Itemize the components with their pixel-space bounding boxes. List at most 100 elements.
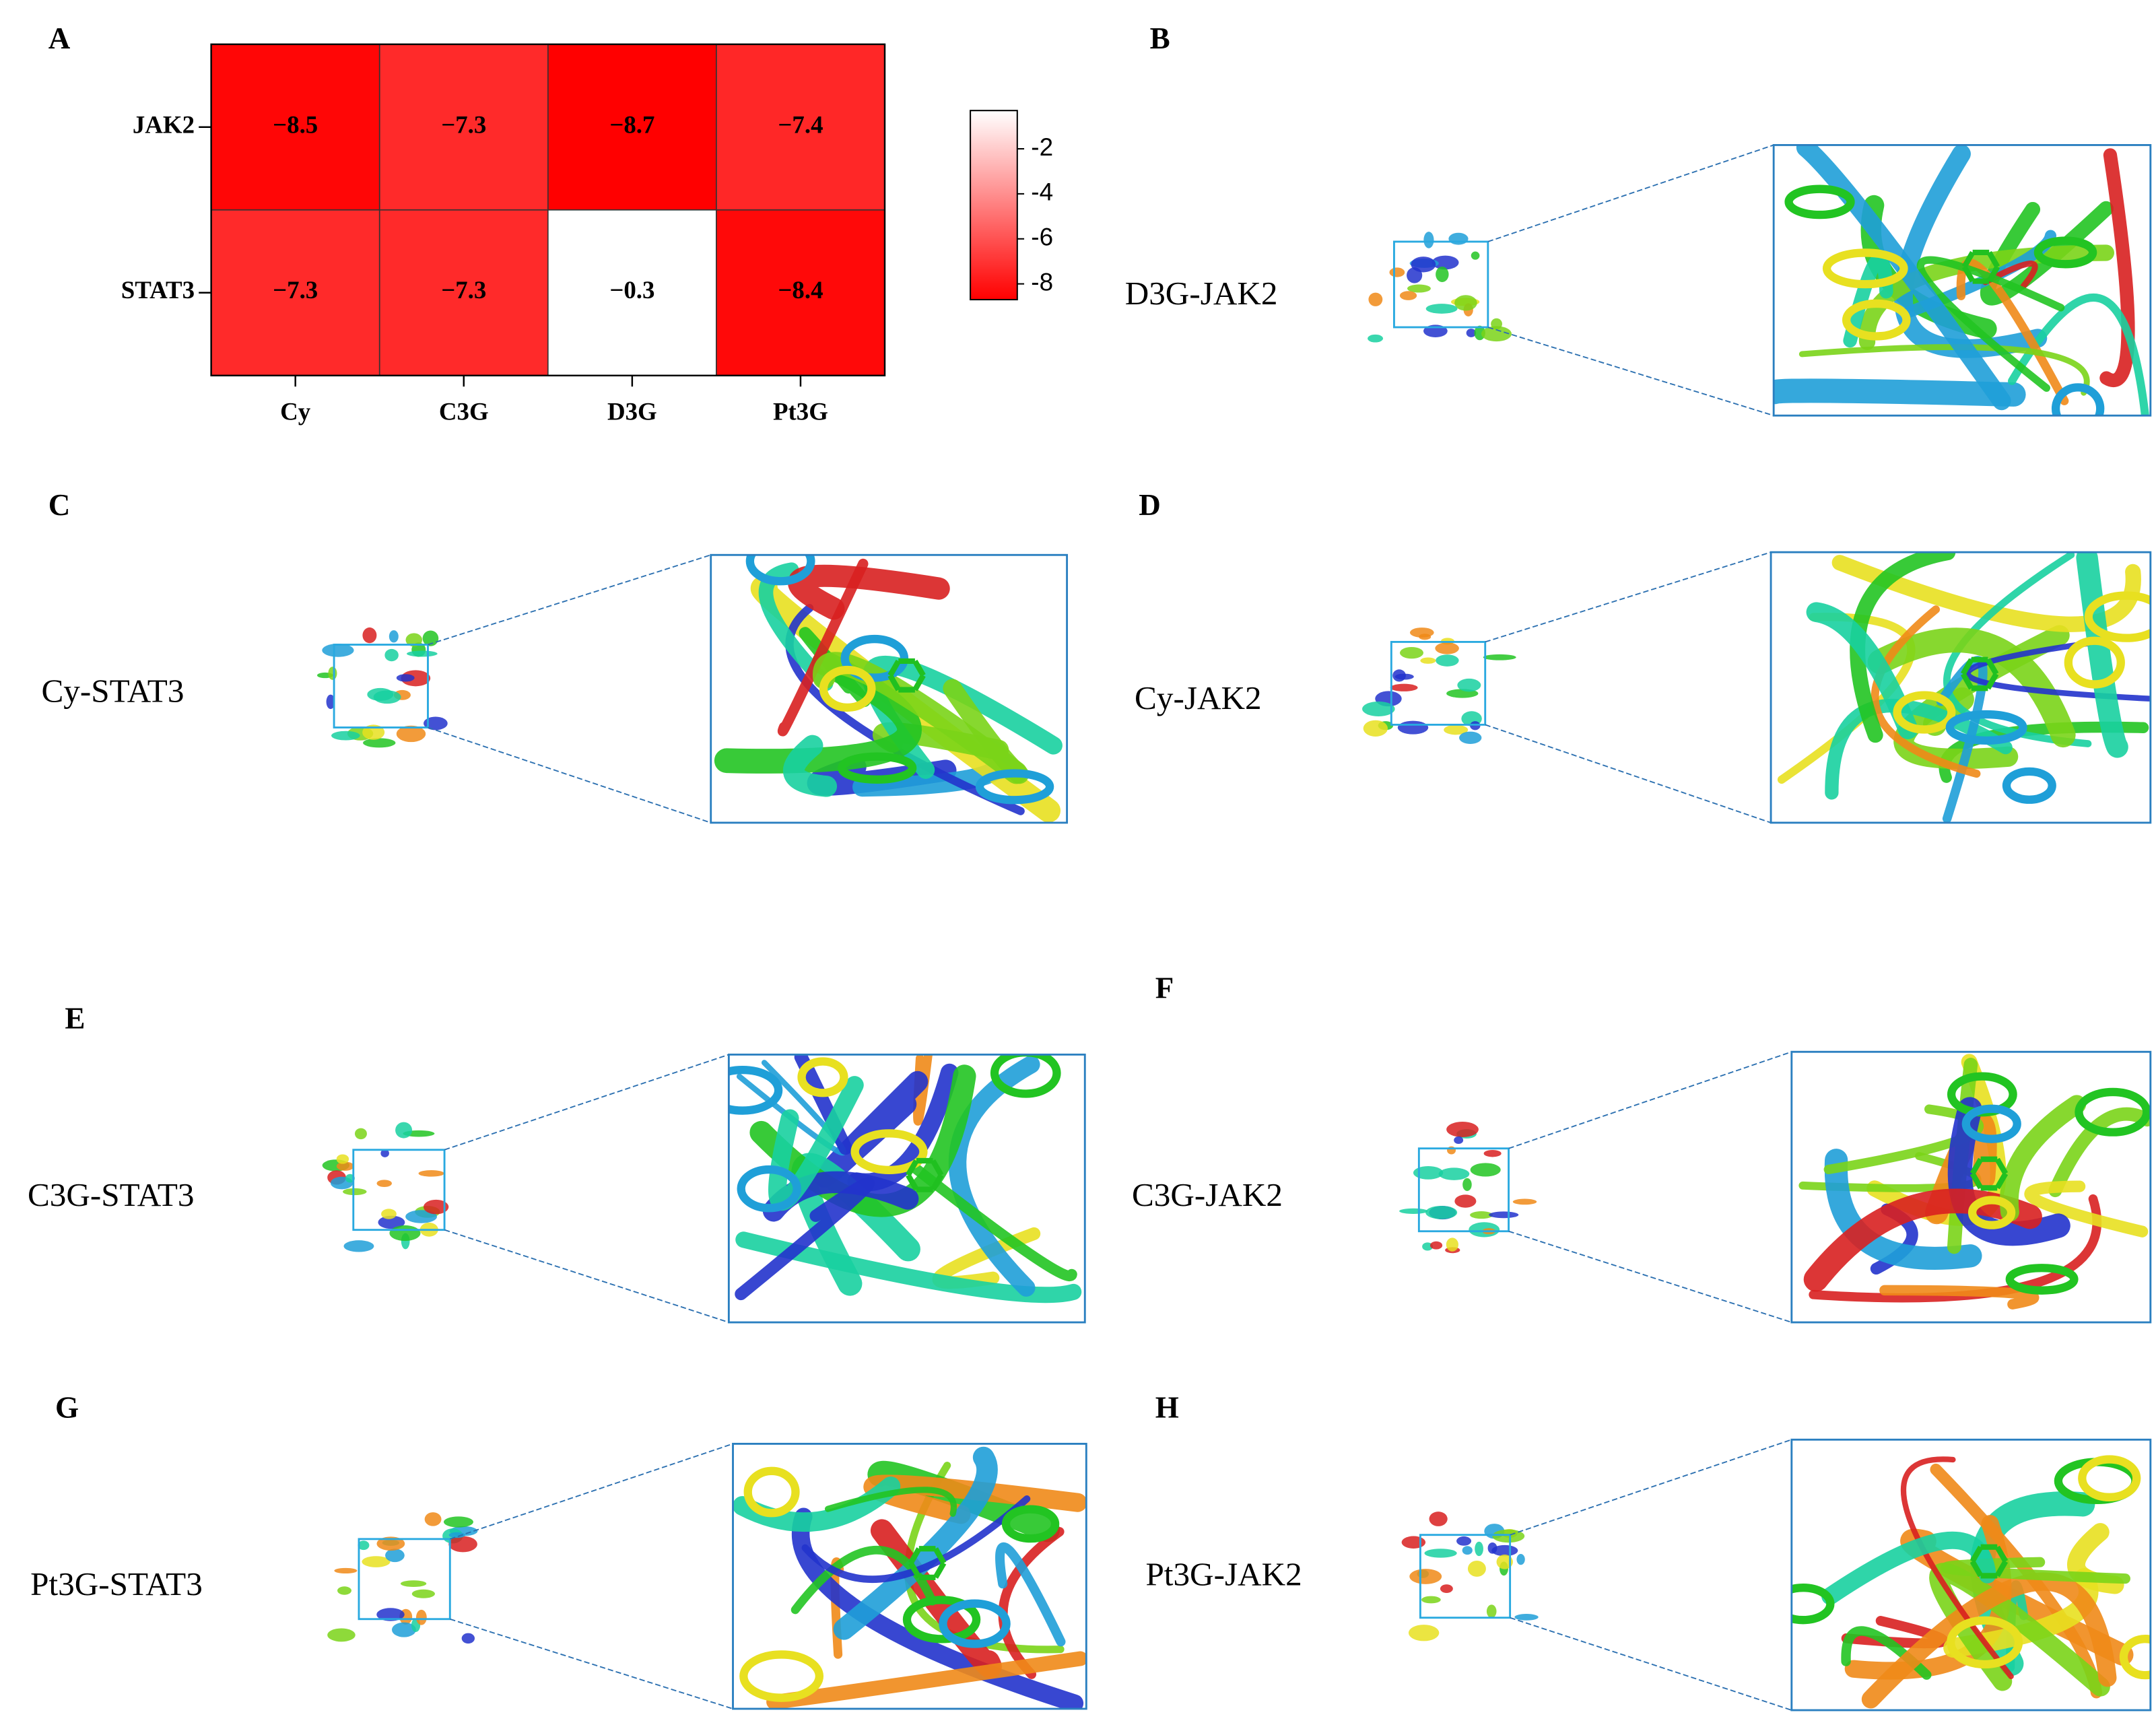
protein-ribbon — [1467, 1560, 1486, 1577]
protein-ribbon — [373, 690, 401, 704]
protein-ribbon — [1423, 232, 1434, 248]
helix — [2051, 383, 2105, 416]
panel-letter: C — [48, 488, 71, 522]
ribbon — [1850, 552, 1956, 743]
ligand-bond — [908, 1561, 922, 1579]
protein-ribbon — [1368, 292, 1383, 306]
protein-thumbnail — [1399, 1122, 1537, 1254]
protein-ribbon — [343, 1240, 374, 1252]
protein-ribbon — [415, 1609, 427, 1625]
zoom-line — [1487, 327, 1774, 417]
helix — [743, 1466, 800, 1518]
protein-ribbon — [1368, 334, 1384, 343]
protein-ribbon — [1408, 1625, 1440, 1641]
protein-ribbon — [1407, 284, 1431, 293]
cell-label: −0.3 — [609, 276, 654, 304]
helix — [2033, 236, 2097, 269]
protein-ribbon — [443, 1516, 473, 1528]
ligand-bond — [1985, 658, 1999, 676]
complex-name: C3G-STAT3 — [28, 1176, 194, 1213]
ribbon — [1803, 1188, 2042, 1292]
protein-ribbon — [322, 644, 354, 657]
helix — [1945, 710, 2027, 745]
protein-ribbon — [337, 1586, 351, 1595]
protein-ribbon — [1401, 1536, 1426, 1549]
ribbon — [1936, 656, 1988, 823]
protein-ribbon — [1466, 329, 1477, 337]
cell-label: −7.4 — [778, 110, 823, 138]
helix — [729, 1065, 783, 1115]
protein-ribbon — [1448, 232, 1469, 245]
protein-ribbon — [1389, 267, 1405, 277]
ribbon — [1798, 344, 2090, 396]
protein-ribbon — [1446, 1122, 1479, 1138]
ribbon — [2048, 1107, 2151, 1198]
ribbon — [2000, 1095, 2087, 1222]
heatmap-cell — [378, 209, 549, 376]
protein-ribbon — [423, 1199, 449, 1215]
helix — [902, 1596, 981, 1643]
ligand-bond — [1985, 672, 1999, 690]
protein-ribbon — [1444, 724, 1469, 735]
protein-ribbon — [362, 1556, 391, 1567]
ribbon — [1867, 627, 2076, 748]
protein-ribbon — [1431, 255, 1459, 270]
helix — [1842, 299, 1911, 341]
panel-letter: H — [1155, 1391, 1179, 1425]
binding-site-view — [710, 555, 1067, 823]
ligand-bond — [931, 1174, 944, 1191]
protein-ribbon — [418, 1170, 444, 1177]
ligand-bond — [908, 1547, 922, 1565]
binding-site-view — [1791, 1052, 2151, 1323]
protein-ribbon — [1446, 1237, 1458, 1252]
ligand-bond — [1960, 658, 1974, 676]
protein-ribbon — [389, 630, 399, 643]
zoom-box — [1417, 1147, 1510, 1233]
protein-ribbon — [380, 1149, 389, 1157]
panel-letter: B — [1150, 22, 1170, 55]
protein-ribbon — [362, 627, 377, 644]
ribbon — [1774, 378, 2026, 407]
ligand-bond — [1969, 1545, 1984, 1563]
ligand-bond — [1994, 1157, 2009, 1176]
ribbon — [1861, 1572, 2117, 1709]
zoom-line — [1508, 1051, 1792, 1149]
protein-ribbon — [1514, 1614, 1539, 1621]
ribbon — [758, 562, 834, 691]
cell-label: −8.4 — [778, 276, 823, 304]
protein-ribbon — [1483, 654, 1516, 660]
zoom-line — [1508, 1230, 1792, 1323]
protein-ribbon — [1462, 1546, 1473, 1555]
panel-letter: E — [65, 1001, 85, 1035]
ribbon — [785, 603, 1025, 815]
ligand-bond — [1969, 1172, 1984, 1190]
protein-ribbon — [1400, 647, 1423, 659]
protein-ribbon — [385, 1549, 405, 1563]
ligand-bond — [1994, 1172, 2009, 1190]
protein-ribbon — [336, 1161, 354, 1171]
ligand-bond — [1986, 265, 2000, 283]
ribbon — [1965, 640, 2151, 702]
helix — [939, 1599, 1011, 1648]
protein-ribbon — [448, 1536, 477, 1553]
protein-ribbon — [1421, 1596, 1441, 1604]
column-label: D3G — [607, 398, 657, 426]
complex-name: D3G-JAK2 — [1125, 275, 1278, 312]
cell-label: −7.3 — [273, 276, 318, 304]
protein-ribbon — [1454, 1194, 1477, 1208]
protein-ribbon — [1425, 304, 1458, 314]
protein-ribbon — [1436, 266, 1449, 283]
protein-ribbon — [1411, 257, 1436, 273]
protein-ribbon — [1424, 1549, 1457, 1558]
zoom-line — [428, 554, 711, 646]
ligand-bond — [933, 1547, 947, 1565]
protein-ribbon — [1496, 1554, 1513, 1569]
protein-ribbon — [326, 694, 335, 710]
complex-name: Pt3G-JAK2 — [1145, 1556, 1302, 1593]
row-label: JAK2 — [133, 110, 195, 138]
helix — [838, 752, 917, 784]
ligand-bond — [931, 1159, 944, 1177]
helix — [990, 1054, 1061, 1098]
zoom-line — [449, 1443, 733, 1540]
ligand-bond — [1961, 250, 1976, 269]
